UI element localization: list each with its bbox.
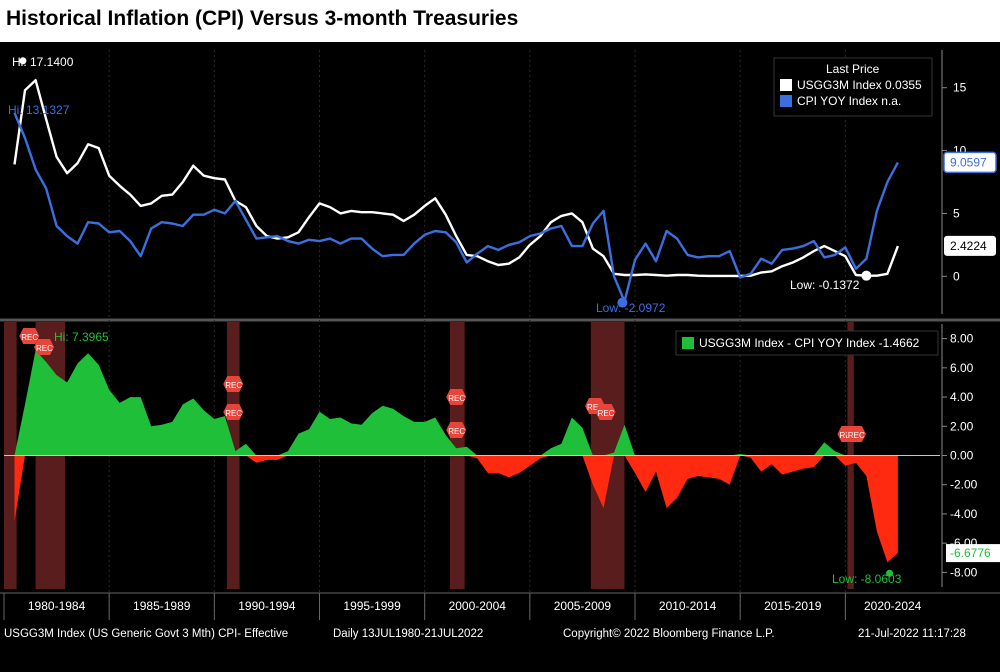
rec-marker-label: REC	[225, 409, 242, 418]
footer-date-range: Daily 13JUL1980-21JUL2022	[333, 628, 484, 640]
cpi-series-line	[13, 112, 899, 303]
bottom-y-tick-label: -8.00	[950, 565, 978, 579]
legend-label-treasury: USGG3M Index 0.0355	[797, 78, 922, 92]
rec-marker	[845, 426, 866, 442]
chart-labels: Hi: 17.1400 Hi: 13.1327 Low: -2.0972 Low: -…	[8, 55, 1000, 586]
chart-panel: 15 10 5 0 8.00 6.00 4.00 2.00 0.00 -2.00 -4.00 -6.0…	[0, 42, 1000, 658]
rec-marker	[223, 404, 244, 420]
legend-swatch-spread	[682, 337, 694, 349]
footer-description: USGG3M Index (US Generic Govt 3 Mth) CPI…	[4, 628, 289, 640]
grid-lines	[0, 50, 1000, 617]
axes: 1510508.006.004.002.000.00-2.00-4.00-6.0…	[0, 50, 1000, 620]
x-tick-label: 1990-1994	[238, 599, 296, 613]
bottom-y-tick-label: -2.00	[950, 478, 978, 492]
rec-marker	[223, 376, 244, 392]
footer-timestamp: 21-Jul-2022 11:17:28	[858, 628, 966, 640]
rec-marker	[446, 389, 467, 405]
low-cpi-label: Low: -2.0972	[596, 301, 666, 315]
hi-treasury-marker	[19, 57, 27, 65]
footer-copyright: Copyright© 2022 Bloomberg Finance L.P.	[563, 628, 775, 640]
low-cpi-marker	[617, 297, 628, 308]
x-tick-label: 2010-2014	[659, 599, 717, 613]
rec-marker-label: REC	[587, 403, 604, 412]
rec-marker-label: REC	[448, 394, 465, 403]
bottom-y-tick-label: 4.00	[950, 390, 974, 404]
rec-marker-label: REC	[36, 344, 53, 353]
x-tick-label: 1985-1989	[133, 599, 191, 613]
x-tick-label: 2020-2024	[864, 599, 922, 613]
rec-marker-label: REC	[448, 427, 465, 436]
last-cpi-tag-text: 9.0597	[950, 155, 987, 169]
top-legend-box	[773, 57, 933, 117]
legend-label-cpi: CPI YOY Index n.a.	[797, 94, 901, 108]
last-cpi-tag	[943, 151, 997, 174]
legend-swatch-cpi	[780, 95, 792, 107]
spread-hi-label: Hi: 7.3965	[54, 330, 109, 344]
x-tick-label: 1995-1999	[343, 599, 401, 613]
legends: Last Price USGG3M Index 0.0355 CPI YOY Ind…	[675, 57, 939, 356]
rec-marker-label: REC	[598, 409, 615, 418]
top-y-tick-label: 15	[953, 81, 967, 95]
top-y-tick-label: 0	[953, 269, 960, 283]
bottom-y-tick-label: 8.00	[950, 332, 974, 346]
rec-marker-label: REC	[848, 431, 865, 440]
treasury-series-line	[13, 79, 900, 278]
spread-last-tag-text: -6.6776	[950, 546, 991, 560]
legend-swatch-treasury	[780, 79, 792, 91]
rec-marker	[33, 339, 54, 355]
low-treasury-marker	[861, 270, 872, 281]
bottom-y-tick-label: 6.00	[950, 361, 974, 375]
bottom-legend-box	[675, 330, 939, 356]
bottom-y-tick-label: 0.00	[950, 449, 974, 463]
bottom-y-tick-label: -4.00	[950, 507, 978, 521]
last-treasury-tag-text: 2.4224	[950, 239, 987, 253]
top-y-tick-label: 5	[953, 206, 960, 220]
hi-cpi-label: Hi: 13.1327	[8, 103, 70, 117]
spread-last-tag	[946, 544, 1000, 563]
x-tick-label: 1980-1984	[28, 599, 86, 613]
legend-label-spread: USGG3M Index - CPI YOY Index -1.4662	[699, 336, 920, 350]
bottom-y-tick-label: 2.00	[950, 419, 974, 433]
x-tick-label: 2005-2009	[554, 599, 612, 613]
chart-canvas: 1510508.006.004.002.000.00-2.00-4.00-6.0…	[0, 50, 1000, 620]
rec-marker	[446, 422, 467, 438]
footer-bar: USGG3M Index (US Generic Govt 3 Mth) CPI…	[0, 622, 1000, 672]
rec-marker	[19, 328, 40, 344]
spread-low-label: Low: -8.0603	[832, 572, 902, 586]
last-treasury-tag	[944, 235, 996, 256]
spread-negative-area	[14, 455, 898, 563]
spread-low-marker	[886, 569, 894, 577]
rec-marker	[595, 404, 616, 420]
bottom-chart	[4, 350, 940, 563]
x-tick-label: 2000-2004	[449, 599, 507, 613]
low-treasury-label: Low: -0.1372	[790, 278, 860, 292]
top-chart	[13, 79, 900, 303]
rec-marker-label: REC	[21, 333, 38, 342]
hi-treasury-label: Hi: 17.1400	[12, 55, 74, 69]
spread-positive-area	[14, 350, 898, 456]
page-title: Historical Inflation (CPI) Versus 3-mont…	[6, 7, 519, 30]
top-legend-header: Last Price	[826, 62, 880, 76]
rec-marker-label: REC	[225, 381, 242, 390]
x-tick-label: 2015-2019	[764, 599, 822, 613]
